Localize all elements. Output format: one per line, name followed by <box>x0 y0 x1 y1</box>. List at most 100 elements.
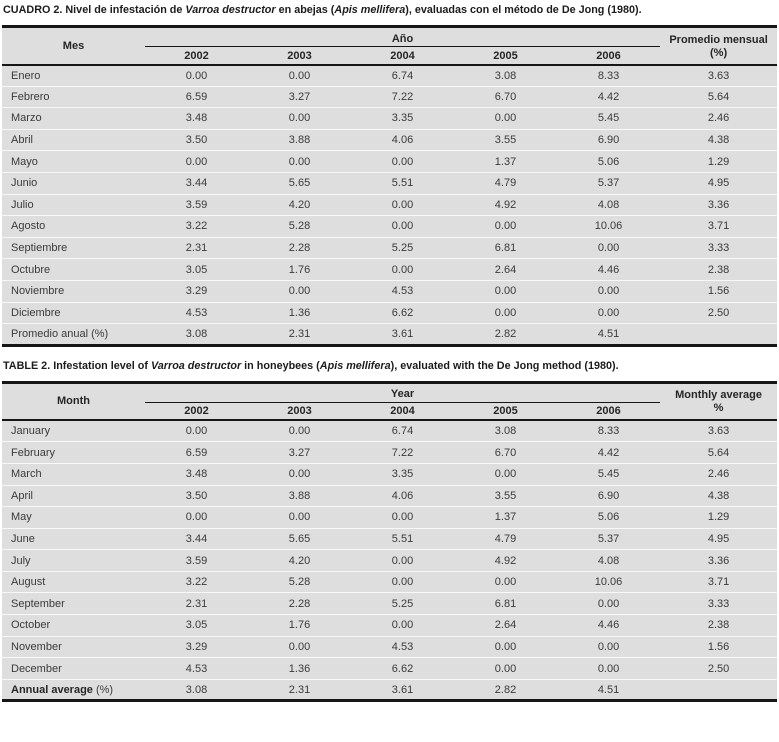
cell-value: 3.55 <box>494 489 517 502</box>
cell-value: 3.29 <box>185 285 208 298</box>
cell-value: 1.37 <box>494 155 517 168</box>
table-row: April 3.50 3.88 4.06 3.55 6.90 4.38 <box>2 485 778 507</box>
cell-value: 4.51 <box>597 327 620 340</box>
cell-value: 3.50 <box>185 134 208 147</box>
cell-value: 4.20 <box>288 198 311 211</box>
cell-value: 1.76 <box>288 263 311 276</box>
cell-value: 0.00 <box>494 112 517 125</box>
cell-value: 2.31 <box>185 597 208 610</box>
cell-value: 6.81 <box>494 597 517 610</box>
average-column-header: Promedio mensual (%) <box>660 27 777 65</box>
row-label: Septiembre <box>11 242 68 255</box>
cell-value: 5.65 <box>288 532 311 545</box>
table-row: Marzo 3.48 0.00 3.35 0.00 5.45 2.46 <box>2 107 778 130</box>
cell-value: 3.48 <box>185 468 208 481</box>
caption-text: TABLE 2. Infestation level of <box>3 359 151 372</box>
cell-value: 6.59 <box>185 90 208 103</box>
cell-value: 0.00 <box>288 468 311 481</box>
row-average: 2.46 <box>707 468 730 481</box>
cell-value: 0.00 <box>494 220 517 233</box>
cell-value: 0.00 <box>597 306 620 319</box>
cell-value: 2.28 <box>288 242 311 255</box>
cell-value: 5.28 <box>288 576 311 589</box>
cell-value: 2.31 <box>288 327 311 340</box>
cell-value: 0.00 <box>391 619 414 632</box>
cell-value: 3.08 <box>185 683 208 696</box>
year-header: 2002 <box>184 49 209 62</box>
table-header: Mes Año Promedio mensual (%) 2002 2003 2004 200… <box>2 26 778 65</box>
row-label: October <box>11 619 51 632</box>
cell-value: 6.74 <box>391 69 414 82</box>
row-label: Noviembre <box>11 285 65 298</box>
row-label: March <box>11 468 42 481</box>
row-label: Julio <box>11 198 34 211</box>
caption-text: in honeybees ( <box>241 359 320 372</box>
caption-text: en abejas ( <box>275 4 335 16</box>
cell-value: 3.05 <box>185 619 208 632</box>
caption-text: ), evaluadas con el método de De Jong (1… <box>405 4 642 16</box>
cell-value: 0.00 <box>288 112 311 125</box>
row-average: 4.95 <box>707 532 730 545</box>
row-average: 4.95 <box>707 177 730 190</box>
cell-value: 4.51 <box>597 683 620 696</box>
row-label: January <box>11 425 51 438</box>
cell-value: 4.53 <box>185 306 208 319</box>
cell-value: 0.00 <box>391 220 414 233</box>
table-row: Febrero 6.59 3.27 7.22 6.70 4.42 5.64 <box>2 86 778 108</box>
row-label: Marzo <box>11 112 42 125</box>
document-page: CUADRO 2. Nivel de infestación de Varroa… <box>2 4 778 703</box>
cell-value: 10.06 <box>594 576 623 589</box>
table-row: Septiembre 2.31 2.28 5.25 6.81 0.00 3.33 <box>2 237 778 259</box>
cell-value: 0.00 <box>391 554 414 567</box>
year-header: 2004 <box>390 405 415 418</box>
row-average: 2.46 <box>707 112 730 125</box>
cell-value: 4.53 <box>391 285 414 298</box>
cell-value: 3.22 <box>185 220 208 233</box>
data-table-english: Month Year Monthly average% 2002 2003 2004 200… <box>2 380 778 703</box>
cell-value: 0.00 <box>597 662 620 675</box>
row-label: May <box>11 511 32 524</box>
cell-value: 3.59 <box>185 554 208 567</box>
row-average: 3.63 <box>707 69 730 82</box>
data-table-spanish: Mes Año Promedio mensual (%) 2002 2003 2004 200… <box>2 25 778 347</box>
row-label: April <box>11 489 34 502</box>
table-caption: TABLE 2. Infestation level of Varroa des… <box>3 360 777 373</box>
cell-value: 5.45 <box>597 468 620 481</box>
cell-value: 0.00 <box>288 69 311 82</box>
cell-value: 0.00 <box>597 285 620 298</box>
cell-value: 4.79 <box>494 532 517 545</box>
cell-value: 5.28 <box>288 220 311 233</box>
cell-value: 5.06 <box>597 155 620 168</box>
row-label: Abril <box>11 134 34 147</box>
row-label: Febrero <box>11 90 50 103</box>
cell-value: 8.33 <box>597 69 620 82</box>
cell-value: 1.36 <box>288 306 311 319</box>
cell-value: 3.22 <box>185 576 208 589</box>
cell-value: 0.00 <box>185 155 208 168</box>
cell-value: 1.37 <box>494 511 517 524</box>
year-header: 2006 <box>596 405 621 418</box>
cell-value: 8.33 <box>597 425 620 438</box>
cell-value: 3.44 <box>185 177 208 190</box>
row-average: 1.29 <box>707 155 730 168</box>
cell-value: 4.79 <box>494 177 517 190</box>
table-row: Octubre 3.05 1.76 0.00 2.64 4.46 2.38 <box>2 258 778 281</box>
row-average <box>660 679 777 701</box>
average-header-line: % <box>713 402 724 415</box>
cell-value: 6.74 <box>391 425 414 438</box>
cell-value: 2.31 <box>185 242 208 255</box>
row-average: 2.38 <box>707 263 730 276</box>
cell-value: 0.00 <box>391 155 414 168</box>
table-row: November 3.29 0.00 4.53 0.00 0.00 1.56 <box>2 636 778 658</box>
row-label: Agosto <box>11 220 46 233</box>
row-label: June <box>11 532 35 545</box>
row-average: 3.63 <box>707 425 730 438</box>
cell-value: 3.29 <box>185 640 208 653</box>
cell-value: 3.44 <box>185 532 208 545</box>
year-header: 2002 <box>184 405 209 418</box>
cell-value: 0.00 <box>391 263 414 276</box>
row-label: July <box>11 554 31 567</box>
table-block-spanish: CUADRO 2. Nivel de infestación de Varroa… <box>2 4 778 347</box>
table-row: Julio 3.59 4.20 0.00 4.92 4.08 3.36 <box>2 194 778 216</box>
row-label: February <box>11 446 56 459</box>
